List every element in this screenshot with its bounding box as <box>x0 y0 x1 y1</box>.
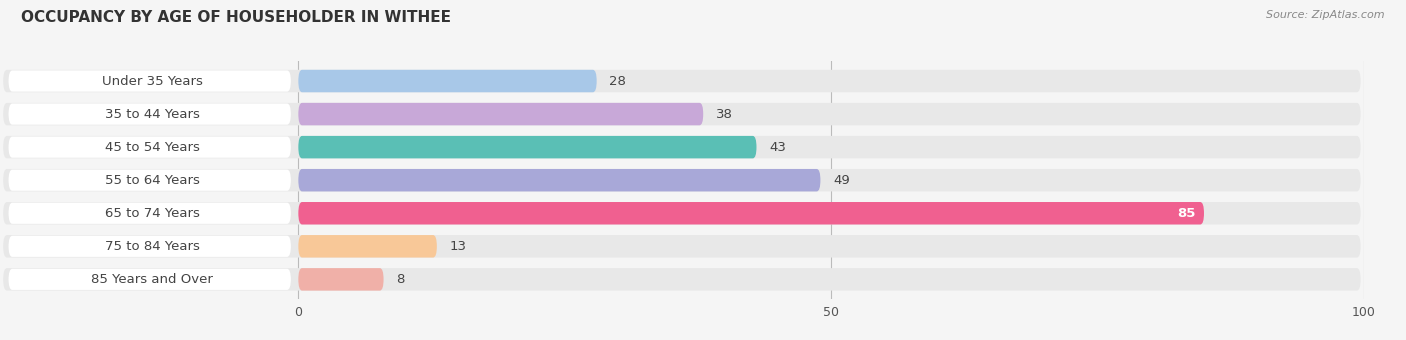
FancyBboxPatch shape <box>298 235 437 258</box>
FancyBboxPatch shape <box>8 269 291 290</box>
FancyBboxPatch shape <box>8 70 291 91</box>
Text: 28: 28 <box>609 74 626 87</box>
Text: 13: 13 <box>450 240 467 253</box>
Text: 35 to 44 Years: 35 to 44 Years <box>105 107 200 121</box>
Text: 85 Years and Over: 85 Years and Over <box>91 273 214 286</box>
Text: 55 to 64 Years: 55 to 64 Years <box>105 174 200 187</box>
FancyBboxPatch shape <box>3 235 1361 258</box>
FancyBboxPatch shape <box>3 103 1361 125</box>
Text: 8: 8 <box>396 273 405 286</box>
Text: OCCUPANCY BY AGE OF HOUSEHOLDER IN WITHEE: OCCUPANCY BY AGE OF HOUSEHOLDER IN WITHE… <box>21 10 451 25</box>
FancyBboxPatch shape <box>3 70 1361 92</box>
FancyBboxPatch shape <box>3 268 1361 291</box>
FancyBboxPatch shape <box>8 170 291 191</box>
Text: Under 35 Years: Under 35 Years <box>101 74 202 87</box>
FancyBboxPatch shape <box>3 136 1361 158</box>
FancyBboxPatch shape <box>298 103 703 125</box>
Text: 45 to 54 Years: 45 to 54 Years <box>105 141 200 154</box>
FancyBboxPatch shape <box>8 103 291 125</box>
FancyBboxPatch shape <box>298 136 756 158</box>
Text: 65 to 74 Years: 65 to 74 Years <box>105 207 200 220</box>
FancyBboxPatch shape <box>8 137 291 158</box>
Text: 38: 38 <box>716 107 733 121</box>
Text: Source: ZipAtlas.com: Source: ZipAtlas.com <box>1267 10 1385 20</box>
Text: 49: 49 <box>834 174 851 187</box>
Text: 85: 85 <box>1177 207 1195 220</box>
FancyBboxPatch shape <box>8 236 291 257</box>
Text: 75 to 84 Years: 75 to 84 Years <box>105 240 200 253</box>
FancyBboxPatch shape <box>8 203 291 224</box>
FancyBboxPatch shape <box>298 169 821 191</box>
FancyBboxPatch shape <box>298 70 596 92</box>
FancyBboxPatch shape <box>298 268 384 291</box>
FancyBboxPatch shape <box>3 169 1361 191</box>
FancyBboxPatch shape <box>298 202 1204 224</box>
Text: 43: 43 <box>769 141 786 154</box>
FancyBboxPatch shape <box>3 202 1361 224</box>
